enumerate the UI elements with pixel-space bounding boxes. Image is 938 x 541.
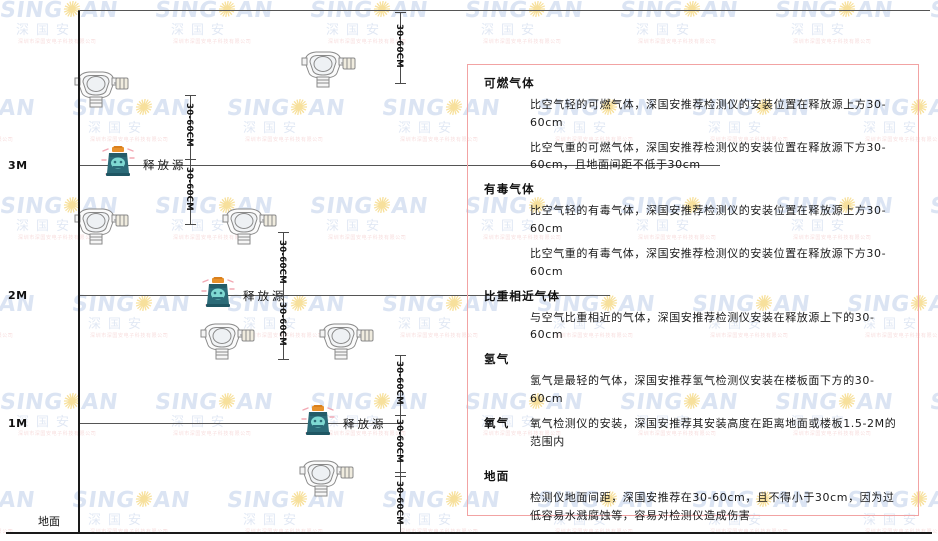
level-rule-1m [80, 423, 300, 424]
release-source-icon [100, 146, 136, 183]
gas-detector-icon [70, 66, 132, 117]
guidelines-panel: 可燃气体比空气轻的可燃气体，深国安推荐检测仪的安装位置在释放源上方30-60cm… [467, 64, 919, 522]
panel-spacer [482, 456, 904, 468]
dimension-label: 30-60CM [184, 103, 194, 147]
release-source-label: 释放源 [143, 158, 187, 172]
section-paragraph: 比空气重的可燃气体，深国安推荐检测仪的安装位置在释放源下方30-60cm，且地面… [530, 140, 887, 172]
gas-detector-icon [196, 318, 258, 369]
level-rule-3m [80, 165, 720, 166]
section-heading: 氧气 [484, 415, 510, 430]
gas-detector-icon [315, 318, 377, 369]
release-source-icon [200, 277, 236, 314]
frame-top-edge [78, 10, 930, 11]
gas-detector-icon [297, 46, 359, 97]
panel-section-toxic: 有毒气体比空气轻的有毒气体，深国安推荐检测仪的安装位置在释放源上方30-60cm… [482, 181, 904, 280]
dimension-label: 30-60CM [394, 481, 404, 525]
dimension-label: 30-60CM [394, 24, 404, 68]
dimension-label: 30-60CM [394, 361, 404, 405]
gas-detector-icon [295, 455, 357, 506]
level-rule-1m-ext [300, 423, 400, 424]
gas-detector-icon [70, 203, 132, 254]
release-source-icon [300, 405, 336, 442]
release-source-label: 释放源 [243, 289, 287, 303]
section-heading: 地面 [484, 469, 510, 484]
section-heading: 氢气 [484, 352, 510, 367]
section-paragraph: 比空气轻的有毒气体，深国安推荐检测仪的安装位置在释放源上方30-60cm [530, 204, 887, 236]
frame-ground-line [6, 532, 932, 534]
section-heading: 可燃气体 [484, 76, 535, 90]
panel-section-combustible: 可燃气体比空气轻的可燃气体，深国安推荐检测仪的安装位置在释放源上方30-60cm… [482, 75, 904, 174]
release-source-label: 释放源 [343, 417, 387, 431]
frame-left-axis [78, 10, 80, 534]
section-paragraph: 检测仪地面间距，深国安推荐在30-60cm，且不得小于30cm，因为过低容易水溅… [530, 491, 895, 523]
section-paragraph: 比空气轻的可燃气体，深国安推荐检测仪的安装位置在释放源上方30-60cm [530, 98, 887, 129]
section-paragraph: 与空气比重相近的气体，深国安推荐检测仪安装在释放源上下的30-60cm [530, 310, 875, 342]
axis-label-3m: 3M [8, 159, 28, 172]
level-rule-2m [80, 295, 610, 296]
axis-label-2m: 2M [8, 289, 28, 302]
section-heading: 有毒气体 [484, 182, 535, 197]
panel-section-oxygen: 氧气 氧气检测仪的安装，深国安推荐其安装高度在距离地面或楼板1.5-2M的范围内 [482, 415, 904, 451]
dimension-label: 30-60CM [184, 167, 194, 211]
panel-section-similar-density: 比重相近气体与空气比重相近的气体，深国安推荐检测仪安装在释放源上下的30-60c… [482, 288, 904, 345]
section-paragraph: 比空气重的有毒气体，深国安推荐检测仪的安装位置在释放源下方30-60cm [530, 246, 887, 278]
panel-section-ground: 地面检测仪地面间距，深国安推荐在30-60cm，且不得小于30cm，因为过低容易… [482, 468, 904, 525]
section-paragraph: 氢气是最轻的气体，深国安推荐氢气检测仪安装在楼板面下方的30-60cm [530, 374, 875, 405]
section-heading: 比重相近气体 [484, 288, 561, 303]
dimension-label: 30-60CM [394, 419, 404, 463]
ground-label: 地面 [38, 515, 60, 528]
gas-detector-icon [218, 203, 280, 254]
axis-label-1m: 1M [8, 417, 28, 430]
panel-section-hydrogen: 氢气氢气是最轻的气体，深国安推荐氢气检测仪安装在楼板面下方的30-60cm [482, 351, 904, 408]
dimension-label: 30-60CM [277, 302, 287, 346]
section-paragraph: 氧气检测仪的安装，深国安推荐其安装高度在距离地面或楼板1.5-2M的范围内 [530, 416, 897, 448]
